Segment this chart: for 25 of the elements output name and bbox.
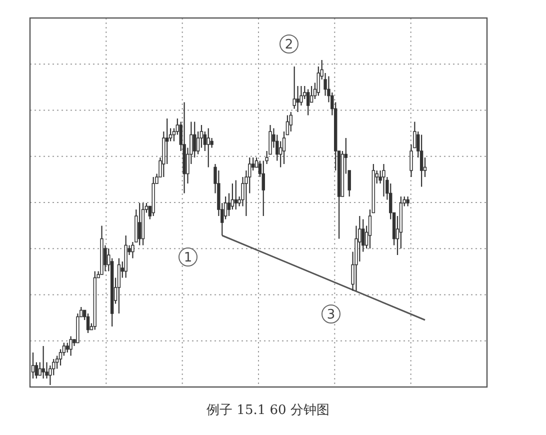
- candlestick: [42, 345, 45, 380]
- candlestick: [382, 163, 386, 198]
- candlestick: [117, 258, 121, 314]
- candlestick: [310, 85, 314, 103]
- candlestick: [292, 66, 296, 110]
- candlestick: [69, 336, 72, 356]
- candlestick: [66, 342, 69, 354]
- candlestick: [234, 180, 238, 210]
- candlestick: [86, 312, 90, 334]
- annotation: 1: [184, 250, 192, 266]
- candlestick: [206, 128, 210, 168]
- candlestick: [193, 121, 196, 158]
- candlestick: [262, 160, 265, 217]
- candlestick: [166, 118, 169, 165]
- text: 2: [284, 38, 294, 52]
- candlestick: [138, 202, 142, 246]
- candlestick: [306, 88, 310, 116]
- candlestick: [420, 134, 424, 188]
- annotation: 3: [326, 308, 336, 322]
- candlestick: [406, 196, 410, 207]
- candlestick: [31, 352, 35, 380]
- text: 例子 15.1 60 分钟图: [206, 403, 330, 418]
- candlestick: [289, 111, 292, 132]
- candlestick: [210, 137, 214, 148]
- candlestick: [296, 85, 300, 113]
